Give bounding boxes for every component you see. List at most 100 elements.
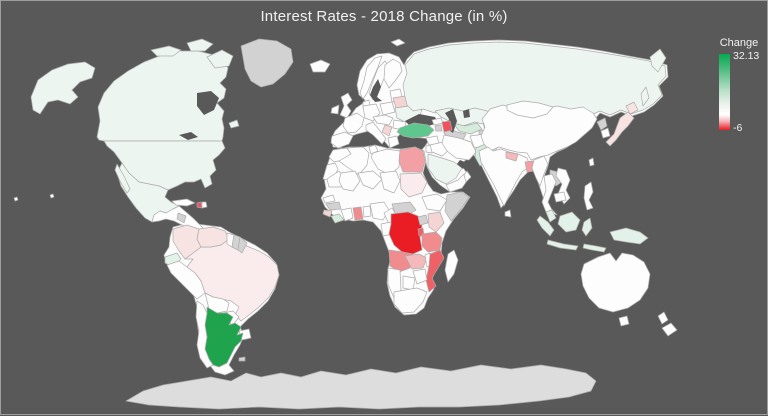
region-tanzania[interactable] [421, 231, 443, 253]
region-central-europe[interactable] [372, 114, 394, 126]
region-uganda[interactable] [417, 214, 429, 226]
region-cuba[interactable] [171, 198, 196, 207]
region-mali[interactable] [338, 170, 361, 192]
region-thailand[interactable] [541, 173, 557, 213]
region-hokkaido[interactable] [625, 101, 639, 115]
region-iberia[interactable] [330, 131, 354, 149]
region-ireland[interactable] [330, 104, 340, 115]
region-sri-lanka[interactable] [504, 209, 512, 218]
region-guinea[interactable] [325, 201, 342, 211]
region-sumatra[interactable] [536, 215, 555, 237]
region-turkey[interactable] [396, 122, 435, 139]
region-saudi-arabia[interactable] [427, 153, 463, 185]
region-lesser-sunda[interactable] [582, 243, 607, 253]
region-madagascar[interactable] [444, 249, 459, 283]
legend-body: 32.13 -6 [706, 50, 764, 134]
region-java[interactable] [546, 239, 579, 251]
region-malaysia[interactable] [545, 209, 557, 223]
region-hawaii[interactable] [49, 193, 55, 199]
region-taiwan[interactable] [588, 157, 595, 167]
region-togo-benin[interactable] [362, 205, 372, 218]
region-armenia[interactable] [434, 124, 443, 132]
region-colombia[interactable] [172, 224, 202, 260]
region-canada[interactable] [96, 50, 229, 142]
region-baja[interactable] [114, 163, 131, 194]
region-tunisia[interactable] [368, 144, 379, 155]
region-sakhalin[interactable] [640, 86, 650, 107]
baltic-sea [370, 79, 382, 102]
region-cambodia[interactable] [553, 191, 567, 203]
region-chad[interactable] [379, 170, 401, 194]
region-ivory-coast[interactable] [340, 207, 354, 222]
region-north-korea[interactable] [596, 117, 608, 131]
legend-min-label: -6 [733, 122, 743, 134]
aral-sea [463, 109, 470, 118]
region-chile[interactable] [195, 300, 214, 369]
region-arctic-island-2[interactable] [186, 38, 214, 52]
region-borneo[interactable] [557, 211, 581, 233]
region-south-korea[interactable] [600, 127, 611, 139]
region-mozambique[interactable] [425, 249, 445, 293]
region-baffin-island[interactable] [206, 49, 234, 69]
region-india[interactable] [478, 146, 531, 207]
region-niger[interactable] [357, 170, 383, 190]
region-greenland[interactable] [240, 38, 294, 88]
region-philippines[interactable] [583, 181, 594, 211]
region-ethiopia[interactable] [421, 193, 448, 212]
region-drc[interactable] [388, 211, 423, 255]
region-uk[interactable] [339, 92, 353, 119]
region-ghana[interactable] [352, 206, 364, 221]
region-azerbaijan[interactable] [441, 120, 453, 133]
region-south-africa[interactable] [393, 287, 428, 314]
region-italy[interactable] [365, 121, 387, 145]
region-botswana[interactable] [402, 275, 416, 291]
region-zambia[interactable] [404, 253, 428, 270]
region-svalbard[interactable] [390, 38, 406, 47]
region-uzbekistan[interactable] [452, 122, 483, 135]
region-french-guiana[interactable] [237, 236, 248, 254]
region-falkland[interactable] [238, 356, 246, 362]
region-oman[interactable] [463, 170, 472, 183]
region-alaska[interactable] [30, 61, 96, 115]
region-mongolia[interactable] [506, 100, 554, 119]
region-sudan[interactable] [399, 172, 428, 198]
region-sierra-leone[interactable] [322, 209, 333, 218]
region-new-guinea[interactable] [609, 227, 649, 245]
region-somalia[interactable] [444, 191, 470, 222]
legend: Change 32.13 -6 [706, 37, 764, 134]
region-newfoundland[interactable] [228, 119, 240, 129]
region-kamchatka[interactable] [649, 48, 667, 73]
region-pacific-island-1[interactable] [13, 196, 19, 202]
region-nepal[interactable] [505, 151, 519, 162]
region-iran[interactable] [441, 134, 477, 161]
region-myanmar[interactable] [531, 155, 549, 187]
region-iceland[interactable] [309, 59, 331, 73]
region-tasmania[interactable] [618, 315, 630, 327]
region-kenya[interactable] [427, 211, 445, 233]
region-nz-north[interactable] [657, 311, 669, 325]
region-australia[interactable] [580, 252, 651, 313]
region-norway[interactable] [359, 55, 383, 100]
region-haiti[interactable] [196, 201, 203, 209]
region-serbia[interactable] [381, 124, 393, 137]
region-greece[interactable] [387, 135, 400, 149]
region-arctic-island-1[interactable] [150, 45, 182, 57]
region-egypt[interactable] [398, 146, 426, 173]
region-venezuela[interactable] [196, 226, 230, 248]
region-nz-south[interactable] [661, 322, 678, 337]
region-nicaragua[interactable] [176, 212, 187, 224]
region-japan[interactable] [605, 111, 635, 147]
region-antarctica[interactable] [125, 364, 597, 410]
region-zimbabwe[interactable] [412, 268, 428, 285]
region-poland[interactable] [379, 101, 396, 116]
region-sulawesi[interactable] [581, 217, 593, 237]
persian-gulf [457, 160, 467, 169]
region-dominican-republic[interactable] [201, 201, 208, 209]
region-senegal[interactable] [322, 194, 336, 204]
region-france[interactable] [342, 112, 365, 134]
region-finland[interactable] [383, 58, 403, 89]
great-lakes [179, 132, 198, 140]
hudson-bay [197, 91, 219, 115]
region-liberia[interactable] [330, 213, 345, 224]
